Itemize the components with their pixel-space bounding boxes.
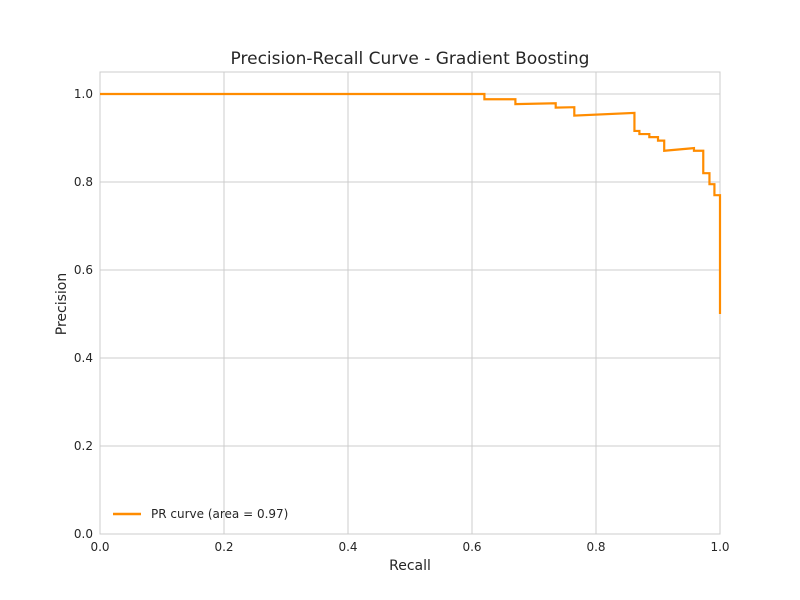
y-tick-label: 0.0 <box>74 527 93 541</box>
y-axis-label: Precision <box>54 273 70 335</box>
y-tick-label: 0.4 <box>74 351 93 365</box>
x-tick-label: 0.2 <box>214 540 233 554</box>
x-tick-label: 0.4 <box>338 540 357 554</box>
series <box>100 92 722 314</box>
series-line-pr-curve <box>100 92 722 314</box>
x-axis-label: Recall <box>389 558 431 574</box>
x-tick-label: 1.0 <box>710 540 729 554</box>
plot-frame <box>99 71 721 535</box>
y-tick-label: 0.6 <box>74 263 93 277</box>
y-tick-label: 0.8 <box>74 175 93 189</box>
x-tick-label: 0.8 <box>586 540 605 554</box>
y-tick-label: 0.2 <box>74 439 93 453</box>
grid <box>99 72 721 535</box>
axes: 0.0 0.2 0.4 0.6 0.8 1.0 0.0 0.2 0.4 0.6 0.8 1.0 <box>74 71 730 554</box>
x-tick-label: 0.0 <box>90 540 109 554</box>
chart-title: Precision-Recall Curve - Gradient Boosti… <box>231 49 590 69</box>
legend-label: PR curve (area = 0.97) <box>151 507 288 521</box>
x-tick-label: 0.6 <box>462 540 481 554</box>
y-tick-label: 1.0 <box>74 87 93 101</box>
legend: PR curve (area = 0.97) <box>113 507 288 521</box>
